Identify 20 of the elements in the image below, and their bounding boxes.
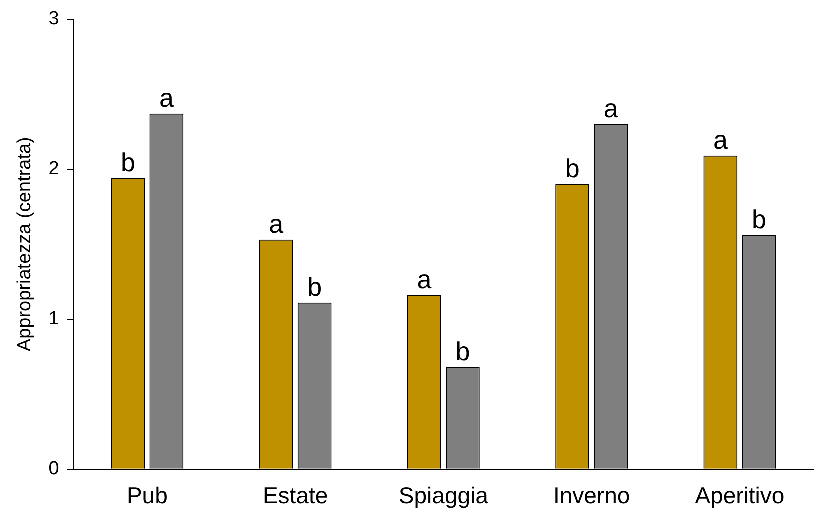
x-tick-label: Inverno (553, 482, 630, 509)
y-axis-title: Appropriatezza (centrata) (14, 137, 36, 352)
y-tick-label: 0 (48, 458, 60, 480)
data-label: b (565, 154, 580, 184)
data-label: a (269, 209, 284, 240)
data-label: a (159, 83, 174, 114)
x-tick-label: Aperitivo (695, 482, 785, 509)
data-label: b (308, 272, 322, 302)
y-tick-label: 2 (48, 158, 60, 180)
x-tick-label: Spiaggia (398, 482, 489, 509)
y-tick-label: 1 (48, 308, 60, 330)
data-label: b (456, 336, 470, 367)
y-tick-label: 3 (48, 8, 60, 30)
data-label: a (713, 125, 728, 156)
data-label: b (120, 148, 136, 178)
data-label: a (604, 94, 619, 124)
data-label: a (417, 264, 432, 295)
data-label: b (752, 204, 766, 235)
x-tick-label: Pub (126, 482, 168, 509)
x-tick-label: Estate (262, 482, 328, 509)
